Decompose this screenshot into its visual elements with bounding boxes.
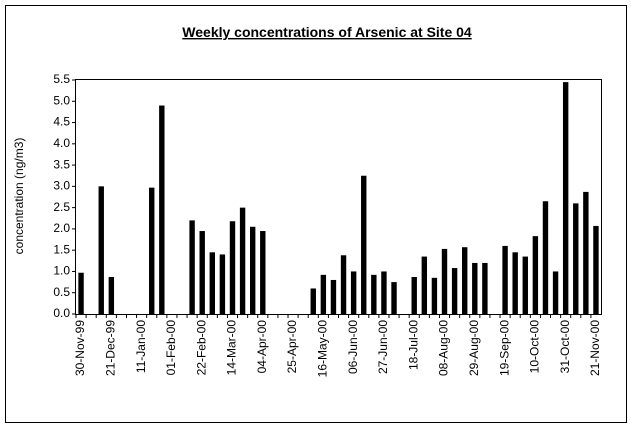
bar [350,271,357,314]
x-tick-label: 21-Nov-00 [588,320,602,376]
bar [451,268,458,314]
y-tick-label: 4.5 [53,115,70,129]
y-tick-label: 0.5 [53,285,70,299]
bar [249,226,256,314]
bar [482,262,488,314]
x-tick-label: 31-Oct-00 [558,320,572,374]
y-tick-label: 0.0 [53,306,70,320]
bar [260,231,266,314]
x-tick-label: 14-Mar-00 [225,320,239,376]
x-tick-label: 04-Apr-00 [255,320,269,374]
chart-title: Weekly concentrations of Arsenic at Site… [182,24,472,40]
x-tick-label: 21-Dec-99 [104,320,118,376]
bar [340,255,347,314]
x-tick-label: 06-Jun-00 [346,320,360,374]
bar [462,247,468,314]
y-tick-label: 3.0 [53,179,70,193]
x-tick-label: 01-Feb-00 [164,320,178,376]
x-tick-label: 22-Feb-00 [194,320,208,376]
y-tick-label: 1.5 [53,242,70,256]
bar [552,271,559,314]
bar [431,277,438,314]
y-tick-label: 5.0 [53,93,70,107]
bar [411,276,417,314]
bar [149,187,155,314]
x-tick-label: 25-Apr-00 [285,320,299,374]
bar [78,272,84,314]
bar [199,231,205,314]
bar [472,262,478,314]
bar [583,191,589,314]
x-tick-label: 29-Aug-00 [467,320,481,376]
bar [189,220,195,314]
bar [98,186,104,314]
bar [502,245,508,314]
bar [421,256,428,314]
bar [239,207,246,314]
y-tick-label: 1.0 [53,264,70,278]
bar [532,236,539,314]
bar [573,203,579,314]
bar [542,201,549,314]
bar [310,288,316,314]
x-tick-label: 30-Nov-99 [73,320,87,376]
bar [441,248,448,314]
bar [371,274,377,314]
bar [593,225,599,314]
bar [219,254,226,314]
bar [381,271,387,314]
y-tick-label: 2.0 [53,221,70,235]
bar [320,274,327,314]
bar [108,276,115,314]
bar [562,82,569,314]
x-tick-label: 27-Jun-00 [376,320,390,374]
x-tick-label: 18-Jul-00 [406,320,420,370]
chart-frame [5,5,627,423]
x-tick-label: 19-Sep-00 [497,320,511,376]
bar [361,175,367,314]
x-tick-label: 08-Aug-00 [437,320,451,376]
y-tick-label: 2.5 [53,200,70,214]
bar [391,282,397,314]
bar [512,252,518,314]
bar [330,279,337,314]
x-tick-label: 10-Oct-00 [528,320,542,374]
x-tick-label: 11-Jan-00 [134,320,148,373]
bar [159,105,165,314]
y-tick-label: 4.0 [53,136,70,150]
y-tick-label: 3.5 [53,157,70,171]
bar [522,256,528,314]
bar [229,221,236,314]
y-axis-label: concentration (ng/m3) [12,138,26,255]
x-tick-label: 16-May-00 [316,320,330,378]
y-tick-label: 5.5 [53,72,70,86]
bar [209,252,215,314]
